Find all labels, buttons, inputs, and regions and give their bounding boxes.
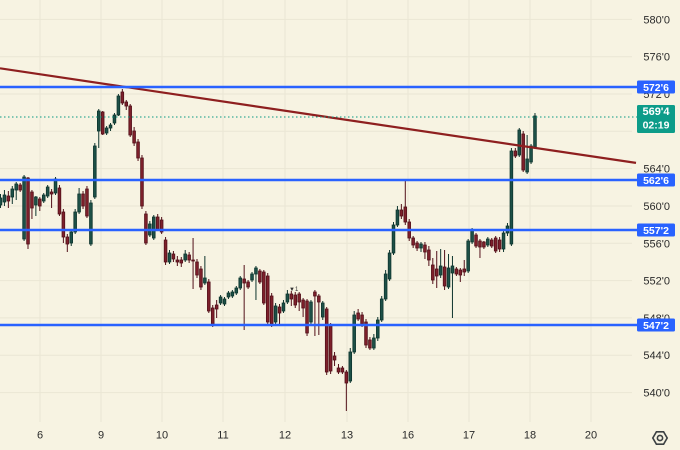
svg-text:547'2: 547'2 — [643, 320, 669, 332]
svg-text:580'0: 580'0 — [643, 14, 670, 26]
svg-text:18: 18 — [524, 430, 536, 442]
svg-text:562'6: 562'6 — [643, 175, 669, 187]
svg-text:12: 12 — [279, 430, 291, 442]
svg-text:10: 10 — [156, 430, 168, 442]
svg-text:9: 9 — [98, 430, 104, 442]
svg-text:17: 17 — [463, 430, 475, 442]
svg-text:02:19: 02:19 — [643, 120, 670, 132]
svg-text:540'0: 540'0 — [643, 388, 670, 400]
svg-text:576'0: 576'0 — [643, 52, 670, 64]
svg-text:557'2: 557'2 — [643, 225, 669, 237]
svg-text:544'0: 544'0 — [643, 350, 670, 362]
svg-text:556'0: 556'0 — [643, 238, 670, 250]
svg-text:572'6: 572'6 — [643, 82, 669, 94]
svg-text:552'0: 552'0 — [643, 276, 670, 288]
svg-text:20: 20 — [585, 430, 597, 442]
svg-text:564'0: 564'0 — [643, 164, 670, 176]
svg-text:13: 13 — [341, 430, 353, 442]
svg-text:▼1: ▼1 — [289, 287, 299, 293]
svg-text:6: 6 — [37, 430, 43, 442]
svg-text:569'4: 569'4 — [642, 106, 670, 118]
svg-text:560'0: 560'0 — [643, 201, 670, 213]
svg-text:11: 11 — [217, 430, 228, 442]
svg-text:16: 16 — [402, 430, 414, 442]
